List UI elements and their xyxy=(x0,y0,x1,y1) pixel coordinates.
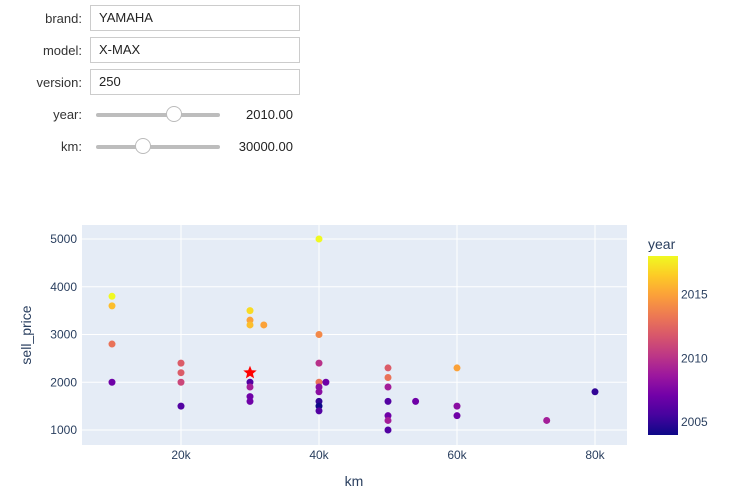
colorbar-title: year xyxy=(648,236,676,252)
colorbar-tick-label: 2010 xyxy=(681,351,708,365)
y-tick-label: 1000 xyxy=(50,423,77,437)
data-point[interactable] xyxy=(315,235,323,243)
data-point[interactable] xyxy=(260,321,268,329)
x-tick-label: 60k xyxy=(447,448,467,462)
colorbar xyxy=(648,256,678,435)
data-point[interactable] xyxy=(384,426,392,434)
x-tick-label: 20k xyxy=(171,448,191,462)
y-axis-ticks: 1000 2000 3000 4000 5000 xyxy=(50,232,77,437)
data-point[interactable] xyxy=(177,378,185,386)
year-label: year: xyxy=(53,107,82,122)
year-slider-thumb[interactable] xyxy=(166,106,183,122)
data-point[interactable] xyxy=(315,331,323,338)
km-slider[interactable] xyxy=(96,138,220,154)
data-point[interactable] xyxy=(453,412,461,420)
brand-input[interactable]: YAMAHA xyxy=(90,5,300,31)
x-tick-label: 40k xyxy=(309,448,329,462)
y-tick-label: 3000 xyxy=(50,328,77,342)
highlight-star-marker xyxy=(243,365,257,379)
data-point[interactable] xyxy=(108,378,116,386)
data-point[interactable] xyxy=(246,378,254,386)
y-axis-title: sell_price xyxy=(18,305,34,364)
x-axis-ticks: 20k 40k 60k 80k xyxy=(171,448,605,462)
data-point[interactable] xyxy=(453,402,461,410)
data-point[interactable] xyxy=(246,316,254,324)
data-points xyxy=(108,235,599,434)
data-point[interactable] xyxy=(315,402,323,410)
data-point[interactable] xyxy=(108,292,116,300)
data-point[interactable] xyxy=(453,364,461,372)
colorbar-tick-label: 2015 xyxy=(681,287,708,301)
data-point[interactable] xyxy=(177,402,185,410)
colorbar-ticks: 2005 2010 2015 xyxy=(681,287,708,429)
brand-label: brand: xyxy=(45,11,82,26)
data-point[interactable] xyxy=(246,307,254,315)
x-axis-title: km xyxy=(345,473,364,489)
data-point[interactable] xyxy=(384,397,392,405)
data-point[interactable] xyxy=(246,383,254,391)
data-point[interactable] xyxy=(315,388,323,396)
y-tick-label: 4000 xyxy=(50,280,77,294)
km-readout: 30000.00 xyxy=(238,139,293,154)
km-slider-thumb[interactable] xyxy=(135,138,152,154)
data-point[interactable] xyxy=(315,383,323,391)
year-readout: 2010.00 xyxy=(246,107,293,122)
data-point[interactable] xyxy=(108,302,116,310)
gridlines xyxy=(82,225,627,445)
data-point[interactable] xyxy=(246,393,254,401)
data-point[interactable] xyxy=(543,416,551,424)
data-point[interactable] xyxy=(246,397,254,405)
plot-area xyxy=(82,225,627,445)
km-label: km: xyxy=(61,139,82,154)
model-label: model: xyxy=(42,43,82,58)
data-point[interactable] xyxy=(384,364,392,372)
data-point[interactable] xyxy=(177,359,185,367)
data-point[interactable] xyxy=(384,383,392,391)
data-point[interactable] xyxy=(384,412,392,420)
model-input[interactable]: X-MAX xyxy=(90,37,300,63)
data-point[interactable] xyxy=(246,321,254,329)
data-point[interactable] xyxy=(315,378,323,386)
star-icon[interactable] xyxy=(243,365,257,379)
data-point[interactable] xyxy=(315,407,323,415)
data-point[interactable] xyxy=(315,397,323,405)
data-point[interactable] xyxy=(322,378,330,386)
data-point[interactable] xyxy=(315,359,323,367)
data-point[interactable] xyxy=(108,340,116,348)
data-point[interactable] xyxy=(591,388,599,396)
year-slider[interactable] xyxy=(96,106,220,122)
data-point[interactable] xyxy=(177,369,185,377)
x-tick-label: 80k xyxy=(585,448,605,462)
data-point[interactable] xyxy=(412,397,420,405)
version-input[interactable]: 250 xyxy=(90,69,300,95)
y-tick-label: 2000 xyxy=(50,375,77,389)
y-tick-label: 5000 xyxy=(50,232,77,246)
version-label: version: xyxy=(36,75,82,90)
data-point[interactable] xyxy=(384,416,392,424)
data-point[interactable] xyxy=(384,373,392,381)
colorbar-tick-label: 2005 xyxy=(681,415,708,429)
